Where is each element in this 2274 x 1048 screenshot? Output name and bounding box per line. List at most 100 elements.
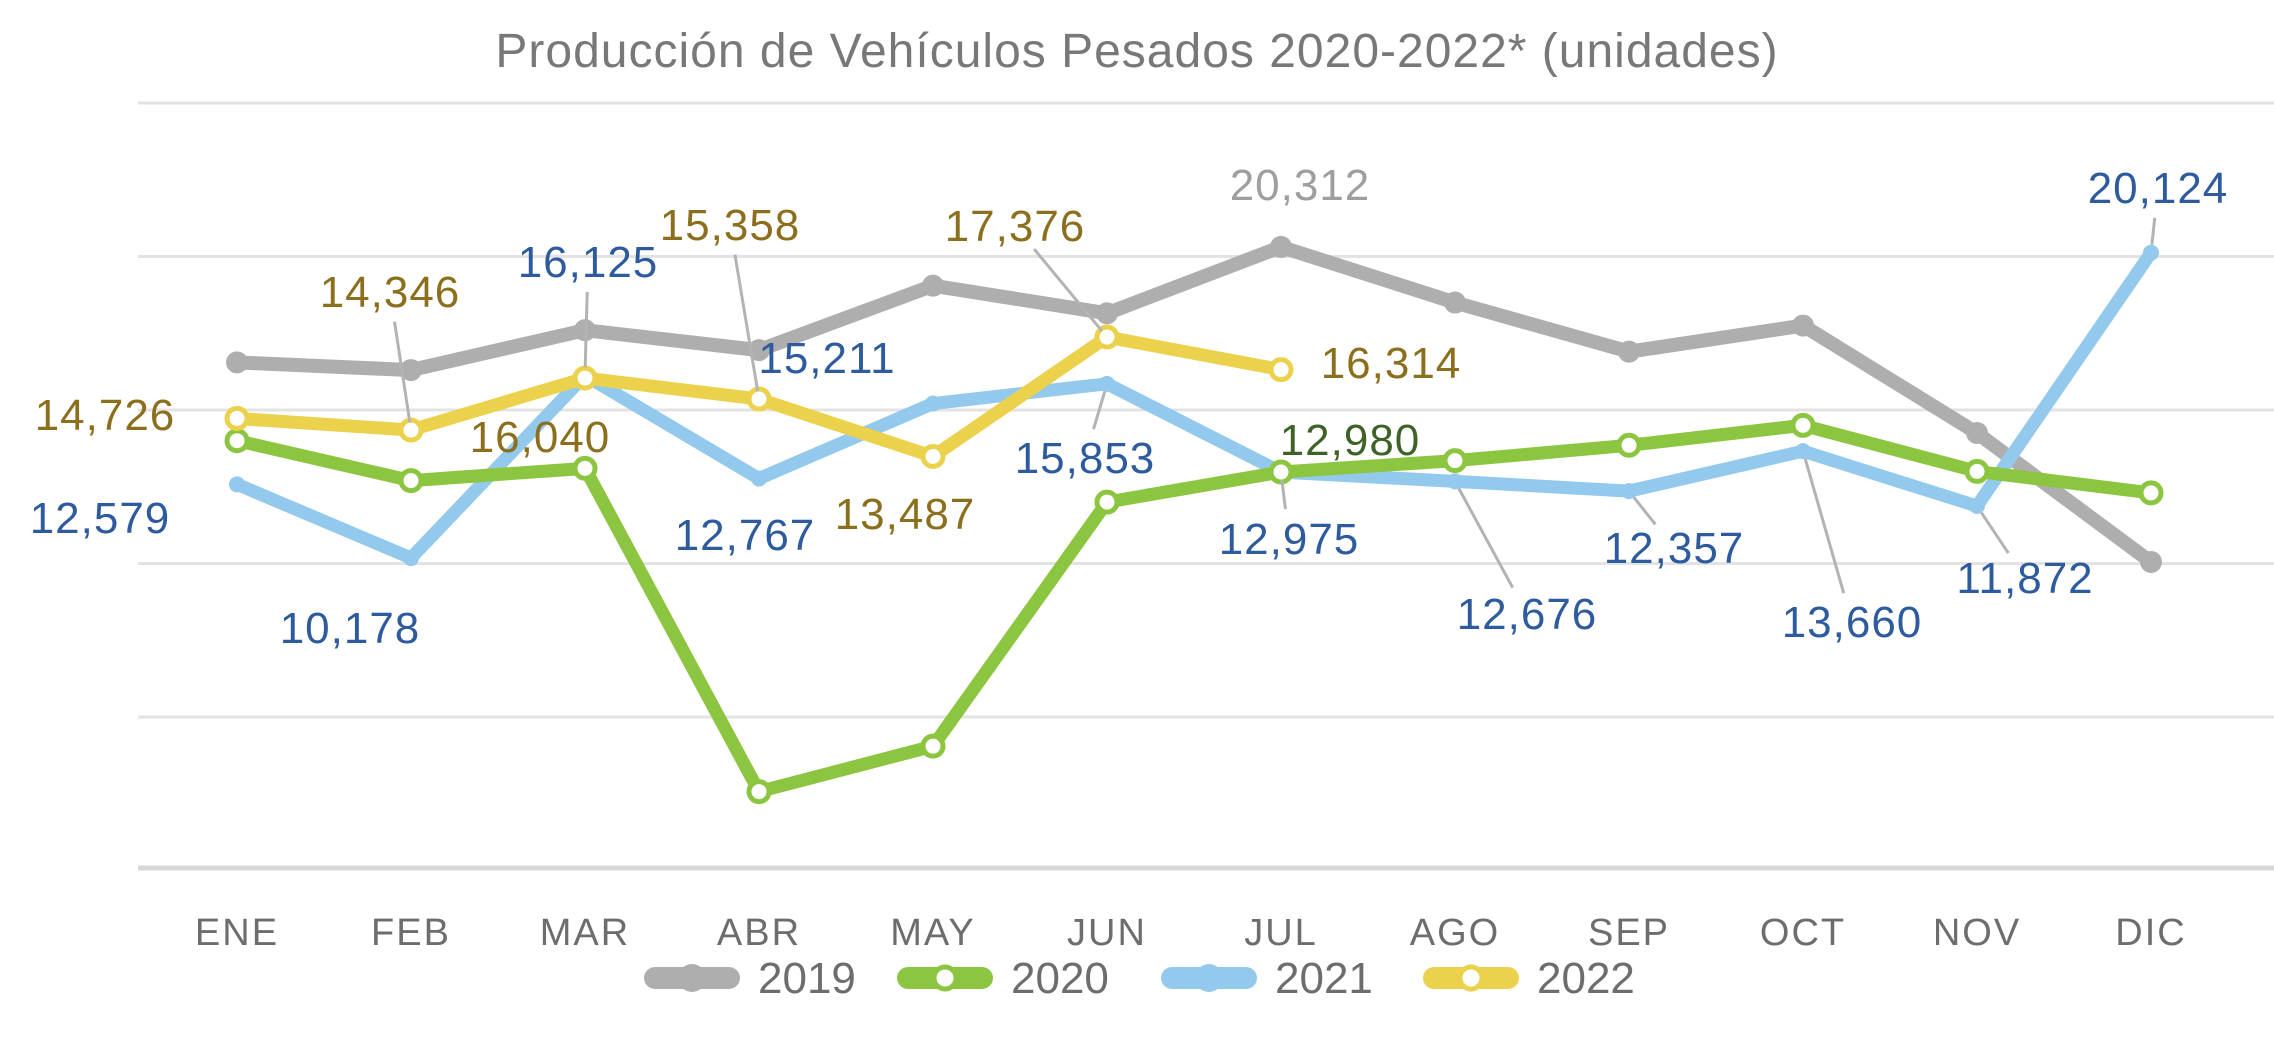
legend-label-2021: 2021	[1275, 954, 1373, 1003]
marker-2019-ABR	[748, 339, 770, 362]
data-label-2021-JUL: 12,975	[1219, 515, 1360, 564]
series-2022	[224, 324, 1294, 469]
legend-marker-dot-2022	[1457, 964, 1485, 992]
x-tick-label-FEB: FEB	[371, 912, 451, 954]
leader-line-2021-OCT	[1803, 458, 1846, 594]
marker-2020-JUL	[1268, 459, 1294, 485]
data-label-2021-ABR: 12,767	[675, 511, 816, 560]
data-label-2022-JUL: 16,314	[1321, 339, 1462, 388]
marker-2019-SEP	[1618, 340, 1640, 363]
data-label-2021-MAR: 16,125	[518, 238, 659, 287]
marker-2022-ENE	[224, 405, 250, 431]
marker-2020-OCT	[1790, 412, 1816, 438]
marker-2022-FEB	[398, 417, 424, 443]
chart-title: Producción de Vehículos Pesados 2020-202…	[495, 25, 1779, 78]
marker-2021-OCT	[1795, 443, 1811, 460]
leader-line-2021-NOV	[1980, 511, 2010, 554]
leader-line-2021-JUL	[1280, 479, 1287, 510]
leader-line-2022-JUN	[1032, 248, 1104, 332]
marker-2019-AGO	[1444, 291, 1466, 314]
legend-item-2020[interactable]: 2020	[897, 954, 1109, 1003]
marker-2020-MAR	[572, 455, 598, 481]
marker-2022-JUL	[1268, 357, 1294, 383]
data-label-2021-ENE: 12,579	[30, 494, 171, 543]
x-tick-label-ENE: ENE	[195, 912, 279, 954]
data-label-2022-MAY: 13,487	[835, 490, 976, 539]
data-label-2021-SEP: 12,357	[1604, 524, 1745, 573]
leader-line-2022-FEB	[393, 321, 412, 423]
line-2021	[230, 246, 2158, 565]
series-2021	[229, 244, 2159, 567]
data-label-2021-NOV: 11,872	[1956, 554, 2093, 603]
x-tick-label-DIC: DIC	[2115, 912, 2186, 954]
x-tick-label-MAR: MAR	[540, 912, 630, 954]
line-2019	[230, 239, 2158, 569]
marker-2020-ABR	[746, 779, 772, 805]
marker-2022-MAY	[920, 443, 946, 469]
marker-2022-ABR	[746, 386, 772, 412]
x-tick-label-AGO: AGO	[1410, 912, 1500, 954]
data-label-2019-JUL: 20,312	[1230, 161, 1371, 210]
marker-2021-NOV	[1969, 498, 1985, 515]
marker-2019-ENE	[226, 351, 248, 374]
legend-label-2022: 2022	[1537, 954, 1635, 1003]
marker-2021-DIC	[2143, 244, 2159, 261]
marker-2019-NOV	[1966, 422, 1988, 445]
x-tick-label-NOV: NOV	[1933, 912, 2021, 954]
data-label-2021-MAY: 15,211	[758, 334, 895, 383]
marker-2019-JUL	[1270, 235, 1292, 258]
legend-item-2022[interactable]: 2022	[1423, 954, 1635, 1003]
legend-label-2019: 2019	[758, 954, 856, 1003]
data-label-2020-JUL: 12,980	[1280, 416, 1421, 465]
data-label-2022-FEB: 14,346	[320, 268, 461, 317]
marker-2020-MAY	[920, 733, 946, 759]
data-label-2021-AGO: 12,676	[1457, 590, 1598, 639]
marker-2022-MAR	[572, 365, 598, 391]
marker-2022-JUN	[1094, 324, 1120, 350]
x-tick-label-JUL: JUL	[1244, 912, 1318, 954]
marker-2021-JUN	[1099, 375, 1115, 392]
data-label-2021-FEB: 10,178	[280, 604, 421, 653]
marker-2019-OCT	[1792, 314, 1814, 337]
marker-2021-AGO	[1447, 473, 1463, 490]
data-label-2022-ABR: 15,358	[660, 201, 801, 250]
legend-label-2020: 2020	[1011, 954, 1109, 1003]
marker-2020-FEB	[398, 468, 424, 494]
x-tick-label-MAY: MAY	[890, 912, 976, 954]
legend-marker-dot-2020	[931, 964, 959, 992]
data-label-2021-OCT: 13,660	[1782, 598, 1923, 647]
marker-2020-ENE	[224, 428, 250, 454]
line-2020	[230, 418, 2158, 799]
marker-2019-JUN	[1096, 302, 1118, 325]
x-tick-label-JUN: JUN	[1067, 912, 1147, 954]
legend-item-2019[interactable]: 2019	[644, 954, 856, 1003]
marker-2021-ABR	[751, 470, 767, 487]
legend-marker-dot-2019	[678, 964, 706, 992]
data-label-2021-JUN: 15,853	[1015, 434, 1156, 483]
leader-line-2021-JUN	[1092, 391, 1107, 430]
leader-line-2021-AGO	[1457, 487, 1515, 589]
marker-2021-SEP	[1621, 483, 1637, 500]
leader-line-2021-SEP	[1632, 496, 1657, 526]
legend-marker-dot-2021	[1195, 964, 1223, 992]
series-2020	[224, 412, 2164, 805]
marker-2019-MAY	[922, 274, 944, 297]
marker-2021-FEB	[403, 550, 419, 567]
data-label-2022-JUN: 17,376	[945, 202, 1086, 251]
x-tick-label-ABR: ABR	[717, 912, 801, 954]
data-label-2022-ENE: 14,726	[35, 391, 176, 440]
x-tick-label-SEP: SEP	[1588, 912, 1670, 954]
data-label-2021-DIC: 20,124	[2088, 164, 2229, 213]
marker-2020-NOV	[1964, 458, 1990, 484]
leader-line-2021-DIC	[2150, 217, 2157, 245]
marker-2019-FEB	[400, 359, 422, 382]
marker-2021-MAY	[925, 395, 941, 412]
marker-2019-DIC	[2140, 550, 2162, 573]
marker-2020-SEP	[1616, 432, 1642, 458]
marker-2021-ENE	[229, 476, 245, 493]
marker-2020-JUN	[1094, 489, 1120, 515]
legend-item-2021[interactable]: 2021	[1161, 954, 1373, 1003]
data-label-2022-MAR: 16,040	[470, 413, 611, 462]
leader-line-2021-MAR	[583, 291, 589, 368]
